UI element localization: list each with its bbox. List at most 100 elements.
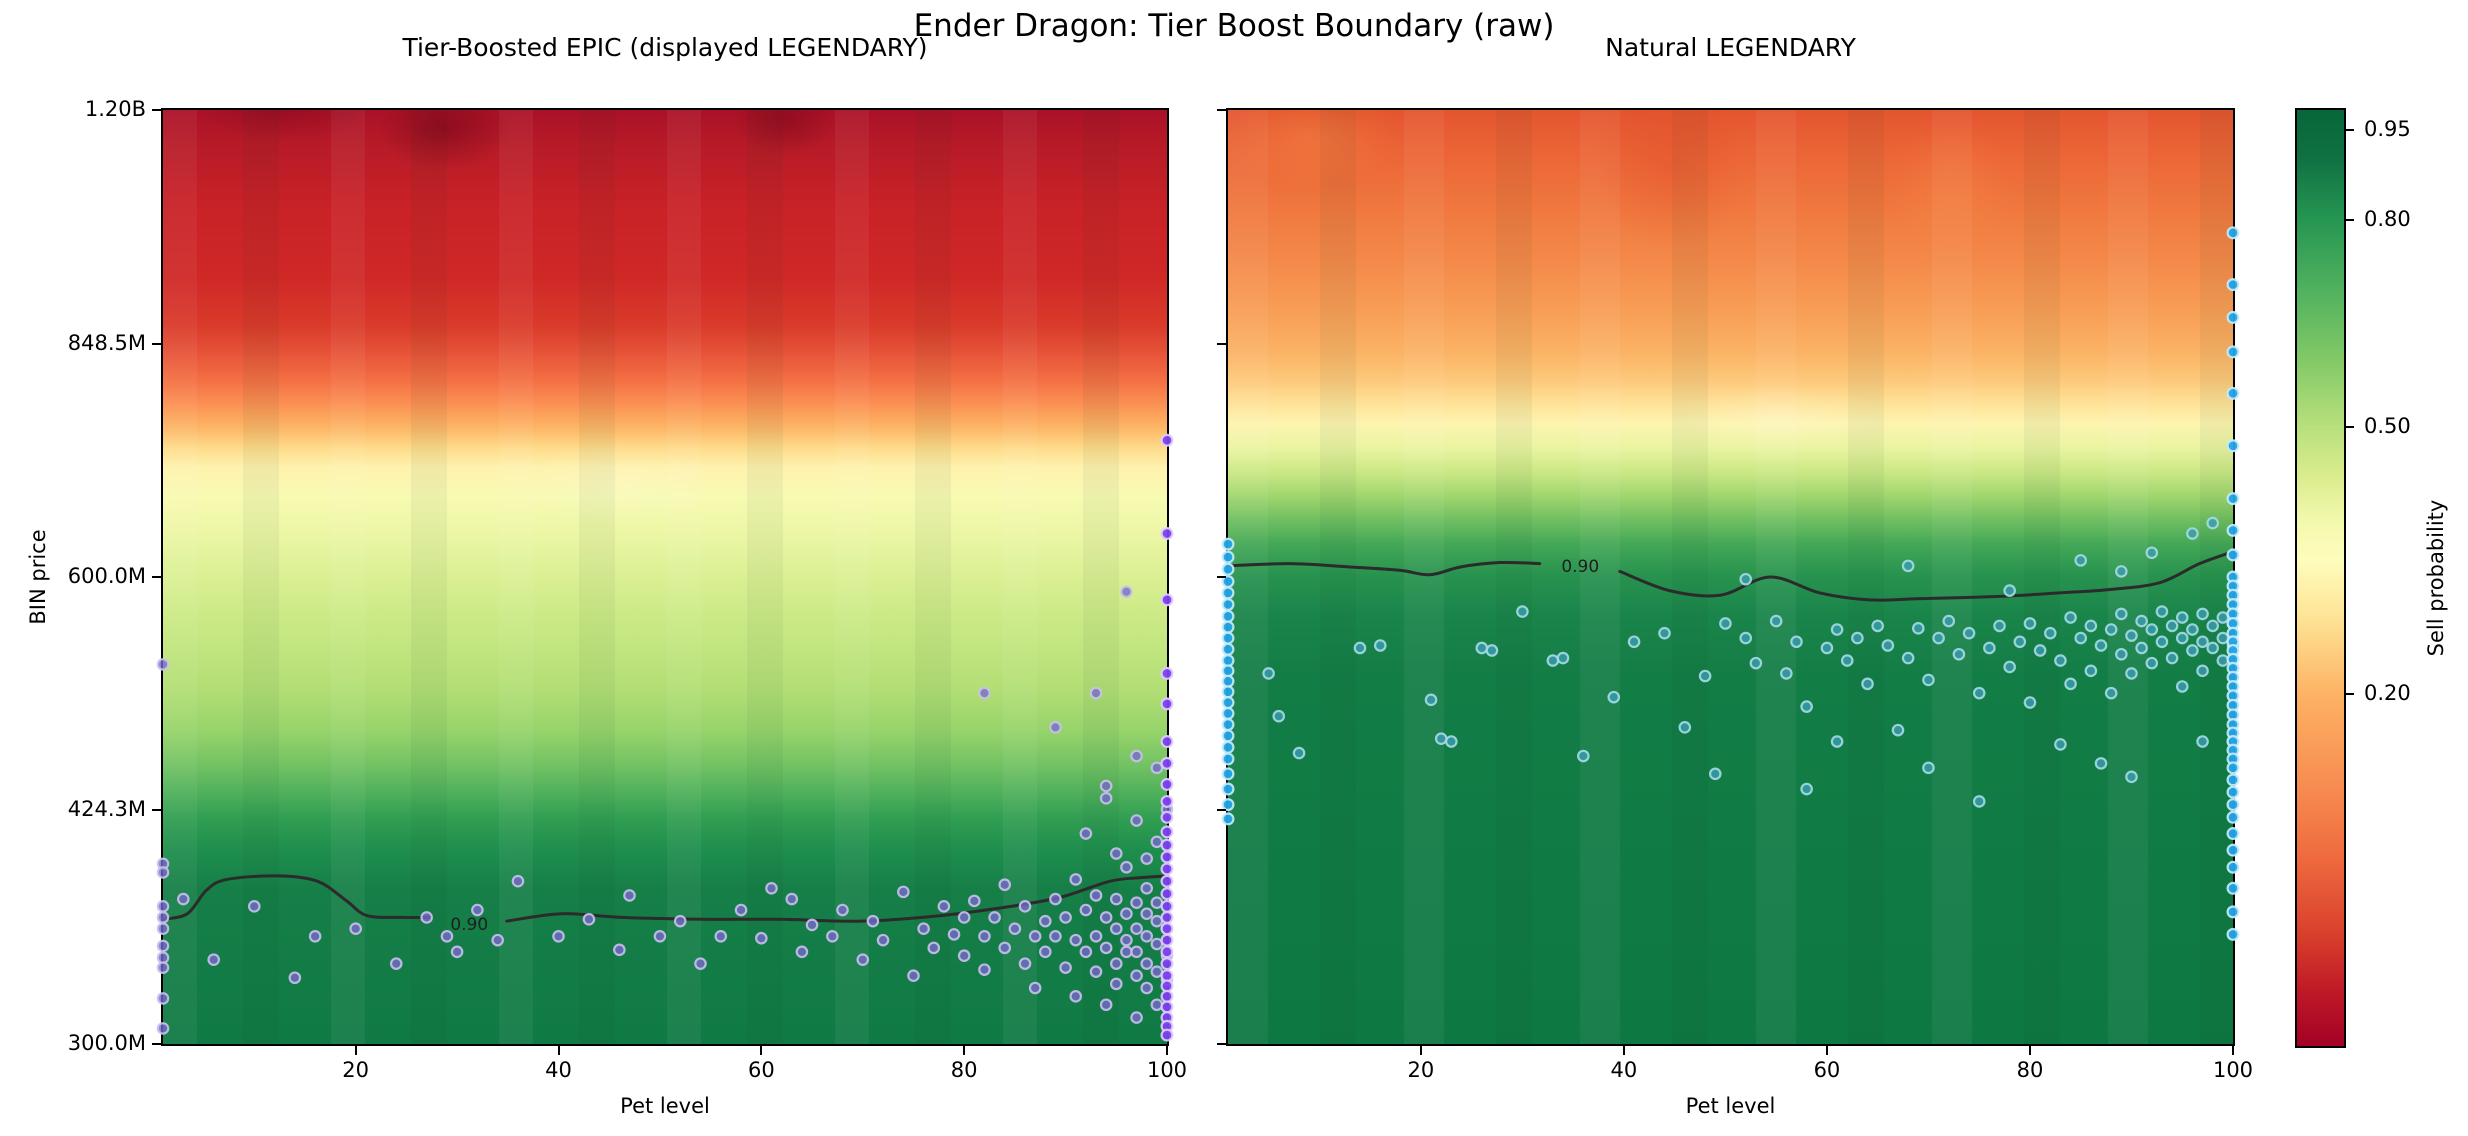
scatter-point [1160, 825, 1174, 839]
scatter-point [1221, 631, 1235, 645]
scatter-point [1160, 910, 1174, 924]
scatter-point [2196, 607, 2209, 621]
scatter-point [1140, 881, 1154, 895]
scatter-point [1120, 907, 1133, 921]
scatter-point [1160, 593, 1174, 607]
scatter-point [785, 892, 799, 906]
x-tick [963, 1046, 966, 1055]
contour-label: 0.90 [450, 914, 489, 935]
scatter-point [1120, 860, 1133, 874]
scatter-point [1008, 922, 1022, 935]
scatter-point [907, 969, 920, 983]
scatter-point [1627, 635, 1641, 649]
scatter-point [1099, 779, 1113, 793]
scatter-point [1698, 669, 1712, 683]
scatter-point [1140, 957, 1154, 970]
x-tick [354, 1046, 357, 1055]
scatter-point [1221, 782, 1235, 796]
scatter-point [2115, 607, 2128, 621]
scatter-point [1272, 709, 1286, 723]
scatter-point [2216, 654, 2230, 667]
scatter-point [2125, 629, 2138, 642]
scatter-point [2003, 584, 2016, 597]
scatter-point [156, 900, 170, 913]
scatter-point [2064, 611, 2077, 624]
scatter-point [2226, 492, 2240, 506]
scatter-point [1485, 644, 1499, 657]
scatter-point [623, 889, 636, 902]
scatter-point [836, 903, 849, 917]
y-tick [152, 109, 161, 111]
scatter-point [1160, 850, 1174, 864]
scatter-point [156, 1022, 170, 1035]
scatter-point [2226, 345, 2240, 359]
scatter-point [1069, 990, 1083, 1003]
x-tick-label: 20 [1407, 1058, 1435, 1082]
scatter-point [1678, 721, 1692, 734]
right-contour-line-1 [1618, 550, 2235, 602]
scatter-point [2226, 881, 2240, 895]
x-tick [2232, 1046, 2234, 1055]
scatter-point [2145, 623, 2159, 636]
x-tick-label: 20 [342, 1058, 370, 1082]
scatter-point [2104, 623, 2118, 636]
scatter-point [1109, 922, 1123, 935]
scatter-point [734, 903, 748, 917]
scatter-point [2003, 660, 2016, 674]
scatter-point [1221, 696, 1235, 710]
scatter-point [1962, 626, 1976, 640]
scatter-point [714, 930, 728, 943]
scatter-point [805, 918, 819, 932]
scatter-point [308, 930, 322, 943]
scatter-point [765, 881, 778, 895]
scatter-point [2094, 757, 2108, 770]
scatter-point [1221, 674, 1235, 688]
scatter-point [866, 914, 880, 928]
scatter-point [2186, 623, 2199, 636]
scatter-point [1221, 620, 1235, 634]
scatter-point [1049, 721, 1062, 734]
scatter-point [1089, 965, 1103, 978]
scatter-point [1658, 626, 1671, 640]
x-tick-label: 60 [747, 1058, 775, 1082]
x-tick [557, 1046, 560, 1055]
scatter-point [1028, 930, 1042, 943]
scatter-point [2084, 664, 2098, 678]
scatter-point [988, 911, 1001, 924]
scatter-point [1130, 814, 1143, 827]
scatter-point [1160, 838, 1174, 852]
colorbar-tick-label: 0.50 [2364, 414, 2411, 439]
scatter-point [1160, 1000, 1174, 1014]
scatter-point [1739, 572, 1753, 586]
scatter-point [1099, 941, 1113, 955]
scatter-point [156, 992, 170, 1005]
scatter-point [2226, 798, 2240, 812]
scatter-point [349, 922, 362, 935]
x-tick-label: 100 [2212, 1058, 2254, 1082]
scatter-point [2226, 785, 2240, 799]
scatter-point [1160, 433, 1174, 447]
scatter-point [1942, 614, 1956, 628]
scatter-point [2145, 546, 2159, 560]
y-tick [1217, 576, 1226, 578]
scatter-point [207, 953, 221, 966]
scatter-point [2226, 278, 2240, 292]
scatter-point [1160, 933, 1174, 947]
scatter-point [2226, 226, 2240, 240]
colorbar-tick [2346, 219, 2354, 222]
scatter-point [1160, 777, 1174, 791]
x-tick-label: 40 [1610, 1058, 1638, 1082]
scatter-point [1221, 664, 1235, 678]
scatter-point [2226, 905, 2240, 919]
scatter-point [582, 912, 596, 926]
colorbar-tick [2346, 426, 2354, 429]
scatter-point [1160, 887, 1174, 901]
scatter-point [1150, 998, 1164, 1012]
scatter-point [2125, 770, 2138, 784]
scatter-point [2115, 647, 2128, 661]
x-axis-label-left: Pet level [620, 1094, 710, 1118]
y-tick-label: 300.0M [67, 1031, 146, 1055]
scatter-point [1039, 914, 1052, 928]
scatter-point [1160, 874, 1174, 888]
scatter-point [2023, 696, 2037, 709]
